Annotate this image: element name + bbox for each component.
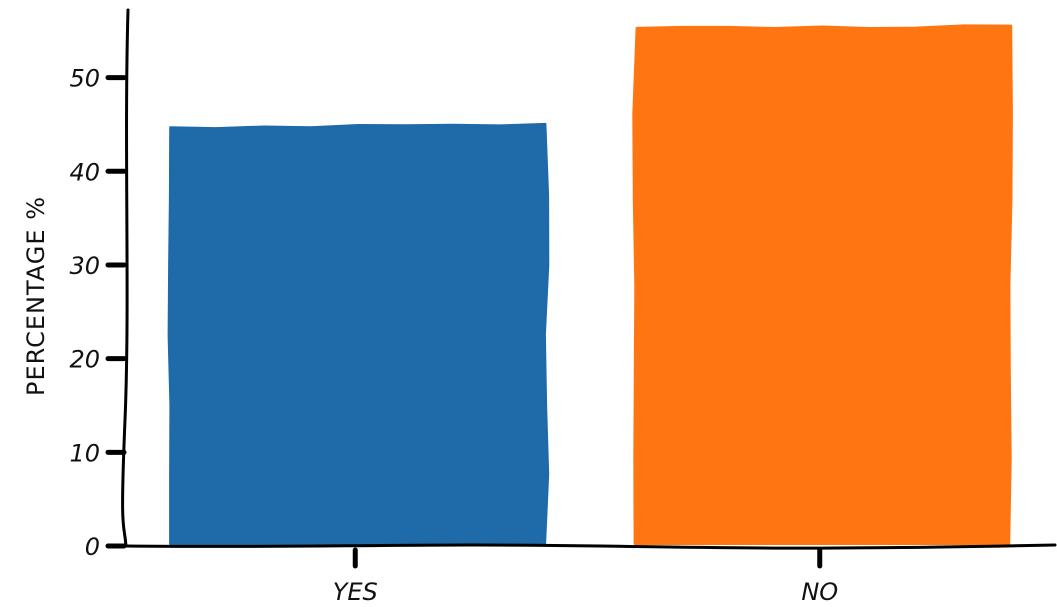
y-tick-label: 20	[69, 346, 100, 374]
x-ticks-group: YES NO	[333, 547, 838, 606]
axes-group	[121, 8, 1057, 550]
y-tick-label: 40	[69, 158, 100, 186]
bar-no	[632, 24, 1013, 545]
x-tick-label: NO	[801, 578, 838, 606]
y-tick-label: 30	[69, 252, 100, 280]
x-tick-label: YES	[333, 578, 378, 606]
y-tick-label: 50	[69, 65, 100, 93]
y-tick-label: 10	[69, 439, 100, 467]
bar-yes	[167, 122, 550, 545]
y-axis-label: PERCENTAGE %	[22, 196, 50, 396]
y-ticks-group: 0 10 20 30 40 50	[69, 65, 127, 561]
bars-group	[167, 24, 1013, 545]
y-tick-label: 0	[85, 533, 100, 561]
x-axis-line	[122, 543, 1057, 550]
y-axis-line	[121, 8, 130, 548]
